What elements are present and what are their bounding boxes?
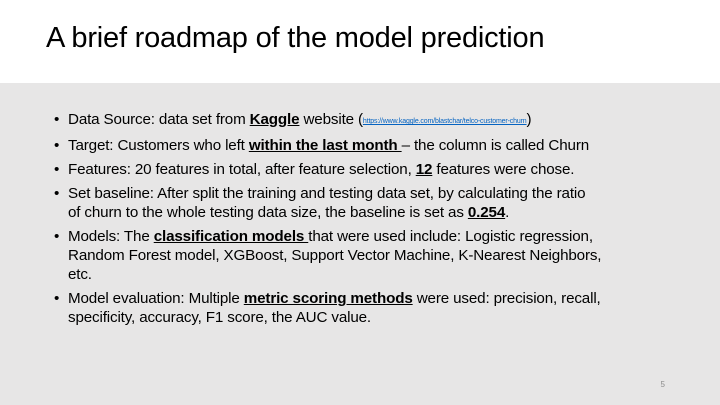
bullet-line: Data Source: data set from Kaggle websit…: [68, 110, 674, 131]
bullet-text: ): [526, 111, 532, 128]
bullet-text: that were used include: Logistic regress…: [308, 228, 593, 245]
bullet-text: Target: Customers who left: [68, 137, 249, 154]
bullet-emphasis: Kaggle: [249, 111, 300, 128]
slide-title: A brief roadmap of the model prediction: [46, 22, 545, 54]
title-bar: A brief roadmap of the model prediction: [0, 0, 720, 83]
bullet-models: • Models: The classification models that…: [54, 227, 674, 284]
kaggle-link[interactable]: https://www.kaggle.com/blastchar/telco-c…: [362, 118, 527, 125]
bullet-line: etc.: [68, 266, 92, 283]
bullet-dot-icon: •: [54, 111, 60, 128]
page-number: 5: [660, 380, 665, 389]
bullet-line: Target: Customers who left within the la…: [68, 136, 674, 155]
bullet-text: Model evaluation: Multiple: [68, 290, 244, 307]
bullet-emphasis: metric scoring methods: [243, 290, 413, 307]
bullet-dot-icon: •: [54, 161, 60, 178]
bullet-line: Models: The classification models that w…: [68, 227, 674, 246]
bullet-dot-icon: •: [54, 185, 60, 202]
bullet-emphasis: classification models: [153, 228, 309, 245]
bullet-target: • Target: Customers who left within the …: [54, 136, 674, 155]
bullet-list: • Data Source: data set from Kaggle webs…: [54, 110, 674, 332]
bullet-dot-icon: •: [54, 228, 60, 245]
content-area: • Data Source: data set from Kaggle webs…: [0, 83, 720, 405]
bullet-text: – the column is called Churn: [401, 137, 590, 154]
bullet-emphasis: 12: [415, 161, 433, 178]
bullet-line: Features: 20 features in total, after fe…: [68, 160, 674, 179]
bullet-text: Features: 20 features in total, after fe…: [68, 161, 416, 178]
bullet-text: .: [505, 204, 510, 221]
bullet-text: were used: precision, recall,: [412, 290, 601, 307]
bullet-emphasis: within the last month: [248, 137, 402, 154]
bullet-text: Data Source: data set from: [68, 111, 250, 128]
bullet-line: specificity, accuracy, F1 score, the AUC…: [68, 309, 372, 326]
bullet-dot-icon: •: [54, 137, 60, 154]
bullet-evaluation: • Model evaluation: Multiple metric scor…: [54, 289, 674, 327]
bullet-dot-icon: •: [54, 290, 60, 307]
bullet-line: Set baseline: After split the training a…: [68, 185, 586, 202]
bullet-text: features were chose.: [432, 161, 575, 178]
bullet-text: website (: [299, 111, 363, 128]
bullet-features: • Features: 20 features in total, after …: [54, 160, 674, 179]
bullet-text: Models: The: [68, 228, 154, 245]
bullet-line: of churn to the whole testing data size,…: [68, 203, 674, 222]
bullet-baseline: • Set baseline: After split the training…: [54, 184, 674, 222]
bullet-text: of churn to the whole testing data size,…: [68, 204, 468, 221]
bullet-emphasis: 0.254: [467, 204, 506, 221]
bullet-line: Model evaluation: Multiple metric scorin…: [68, 289, 674, 308]
bullet-data-source: • Data Source: data set from Kaggle webs…: [54, 110, 674, 131]
bullet-line: Random Forest model, XGBoost, Support Ve…: [68, 247, 602, 264]
